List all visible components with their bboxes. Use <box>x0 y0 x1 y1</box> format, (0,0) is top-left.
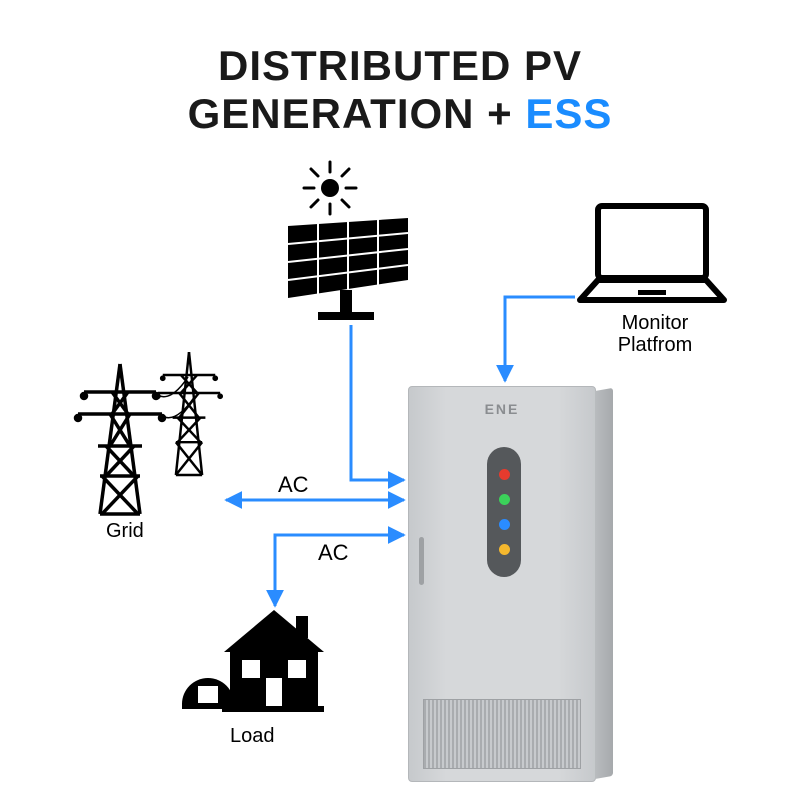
cabinet-vent <box>423 699 581 769</box>
monitor-label: Monitor Platfrom <box>600 312 710 356</box>
grid-tower-icon <box>70 352 235 517</box>
title-line2-prefix: GENERATION + <box>188 90 526 137</box>
title-line1: DISTRIBUTED PV <box>218 42 582 89</box>
sun-icon <box>300 158 360 218</box>
cabinet-side <box>595 388 613 779</box>
ac-label-load: AC <box>318 540 349 566</box>
grid-label: Grid <box>106 520 144 542</box>
solar-panel-icon <box>278 218 418 328</box>
ess-cabinet: ENE <box>408 386 596 782</box>
led-blue <box>499 519 510 530</box>
led-yellow <box>499 544 510 555</box>
cabinet-brand: ENE <box>409 401 595 417</box>
monitor-label-line1: Monitor <box>622 312 689 334</box>
diagram-title: DISTRIBUTED PV GENERATION + ESS <box>0 42 800 139</box>
cabinet-led-panel <box>487 447 521 577</box>
load-label: Load <box>230 725 275 747</box>
led-green <box>499 494 510 505</box>
monitor-label-line2: Platfrom <box>618 334 692 356</box>
cabinet-handle <box>419 537 424 585</box>
title-highlight: ESS <box>525 90 612 137</box>
ac-label-grid: AC <box>278 472 309 498</box>
laptop-icon <box>572 200 732 310</box>
house-icon <box>178 600 328 720</box>
led-red <box>499 469 510 480</box>
